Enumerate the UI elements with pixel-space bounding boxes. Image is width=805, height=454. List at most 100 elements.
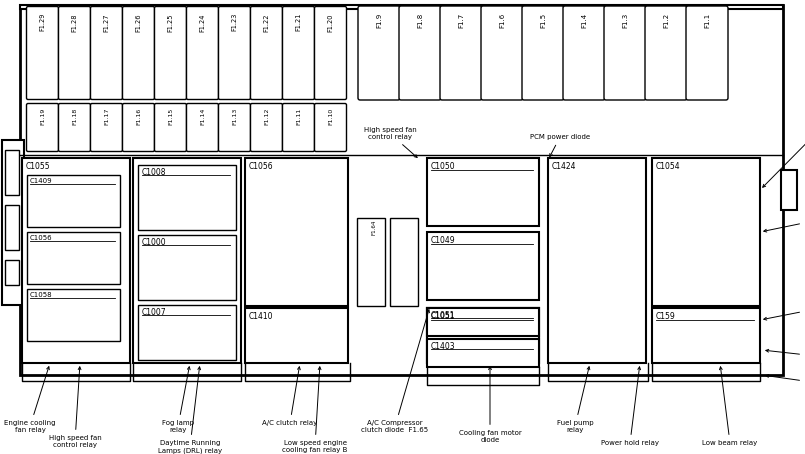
Text: C1050: C1050 — [431, 162, 456, 171]
Text: Fog lamp
relay: Fog lamp relay — [162, 367, 194, 433]
Text: Air pump
relay: Air pump relay — [764, 301, 805, 320]
FancyBboxPatch shape — [604, 6, 646, 100]
Text: F1.24: F1.24 — [200, 13, 205, 31]
FancyBboxPatch shape — [59, 6, 90, 99]
Text: C1409: C1409 — [30, 178, 52, 184]
Text: F1.3: F1.3 — [622, 13, 628, 28]
FancyBboxPatch shape — [122, 104, 155, 152]
Text: C1051: C1051 — [431, 312, 456, 321]
Text: C1403: C1403 — [431, 342, 456, 351]
Text: F1.29: F1.29 — [39, 13, 46, 31]
FancyBboxPatch shape — [399, 6, 441, 100]
Text: F1.13: F1.13 — [232, 108, 237, 125]
FancyBboxPatch shape — [187, 104, 218, 152]
Text: High speed fan
control relay: High speed fan control relay — [48, 367, 101, 448]
Bar — [27, 175, 120, 227]
Bar — [5, 260, 19, 285]
Text: C1007: C1007 — [142, 308, 167, 317]
Bar — [2, 140, 24, 305]
Text: F1.20: F1.20 — [328, 13, 333, 31]
Bar — [245, 308, 348, 363]
Text: F1.16: F1.16 — [136, 108, 141, 125]
Text: C1058: C1058 — [30, 292, 52, 298]
Text: High beam relay: High beam relay — [766, 350, 805, 361]
Text: C159: C159 — [656, 312, 675, 321]
Text: C1000: C1000 — [142, 238, 167, 247]
Bar — [652, 158, 760, 306]
FancyBboxPatch shape — [187, 6, 218, 99]
Bar — [427, 339, 539, 367]
Text: A/C Compressor
clutch diode  F1.65: A/C Compressor clutch diode F1.65 — [361, 310, 430, 433]
Text: F1.23: F1.23 — [232, 13, 237, 31]
Text: Daytime Running
Lamps (DRL) relay: Daytime Running Lamps (DRL) relay — [158, 367, 222, 454]
Text: C1410: C1410 — [249, 312, 274, 321]
FancyBboxPatch shape — [250, 6, 283, 99]
FancyBboxPatch shape — [27, 6, 59, 99]
Bar — [5, 150, 19, 195]
Text: F1.7: F1.7 — [458, 13, 464, 28]
Text: C1056: C1056 — [30, 235, 52, 241]
FancyBboxPatch shape — [122, 6, 155, 99]
FancyBboxPatch shape — [90, 6, 122, 99]
Bar — [22, 158, 130, 363]
Bar — [390, 218, 418, 306]
Text: C1056: C1056 — [249, 162, 274, 171]
Text: F1.15: F1.15 — [168, 108, 173, 125]
Bar — [20, 5, 783, 9]
Bar — [5, 205, 19, 250]
Bar — [781, 170, 797, 210]
Bar — [27, 289, 120, 341]
Text: F1.25: F1.25 — [167, 13, 174, 31]
Text: F1.19: F1.19 — [40, 108, 45, 125]
Text: F1.14: F1.14 — [200, 108, 205, 125]
FancyBboxPatch shape — [283, 6, 315, 99]
Text: C1049: C1049 — [431, 236, 456, 245]
Text: F1.22: F1.22 — [263, 13, 270, 31]
Text: Fuel pump
relay: Fuel pump relay — [557, 367, 593, 433]
FancyBboxPatch shape — [358, 6, 400, 100]
Text: Cooling fan motor
diode: Cooling fan motor diode — [459, 367, 522, 443]
FancyBboxPatch shape — [522, 6, 564, 100]
Bar — [427, 308, 539, 363]
Bar — [357, 218, 385, 306]
Text: F1.17: F1.17 — [104, 108, 109, 125]
FancyBboxPatch shape — [645, 6, 687, 100]
Text: High speed
run-on
cooling fan relay: High speed run-on cooling fan relay — [762, 105, 805, 187]
Text: Low beam relay: Low beam relay — [766, 375, 805, 388]
Text: F1.10: F1.10 — [328, 108, 333, 125]
FancyBboxPatch shape — [250, 104, 283, 152]
FancyBboxPatch shape — [563, 6, 605, 100]
Text: F1.64: F1.64 — [371, 220, 376, 235]
Text: Low beam relay: Low beam relay — [703, 367, 758, 446]
Bar — [427, 308, 539, 363]
Text: F1.26: F1.26 — [135, 13, 142, 31]
FancyBboxPatch shape — [218, 6, 250, 99]
FancyBboxPatch shape — [481, 6, 523, 100]
Text: Ignition relay: Ignition relay — [764, 215, 805, 232]
Bar — [245, 158, 348, 306]
Text: F1.28: F1.28 — [72, 13, 77, 31]
Text: F1.1: F1.1 — [704, 13, 710, 28]
Bar — [548, 158, 646, 363]
Bar — [20, 5, 783, 375]
Bar — [138, 165, 236, 230]
Bar — [427, 232, 539, 300]
Bar — [133, 158, 241, 363]
Bar — [427, 158, 539, 226]
FancyBboxPatch shape — [283, 104, 315, 152]
Text: F1.21: F1.21 — [295, 13, 302, 31]
Text: A/C clutch relay: A/C clutch relay — [262, 367, 318, 426]
FancyBboxPatch shape — [686, 6, 728, 100]
Text: Low speed engine
cooling fan relay B: Low speed engine cooling fan relay B — [283, 367, 348, 453]
Bar — [27, 232, 120, 284]
Text: C1424: C1424 — [552, 162, 576, 171]
Text: C1051: C1051 — [431, 311, 456, 320]
FancyBboxPatch shape — [59, 104, 90, 152]
Bar — [652, 308, 760, 363]
FancyBboxPatch shape — [155, 6, 187, 99]
Bar — [138, 305, 236, 360]
Text: High speed fan
control relay: High speed fan control relay — [364, 127, 417, 158]
Text: F1.5: F1.5 — [540, 13, 546, 28]
Text: C1008: C1008 — [142, 168, 167, 177]
Text: F1.18: F1.18 — [72, 108, 77, 125]
